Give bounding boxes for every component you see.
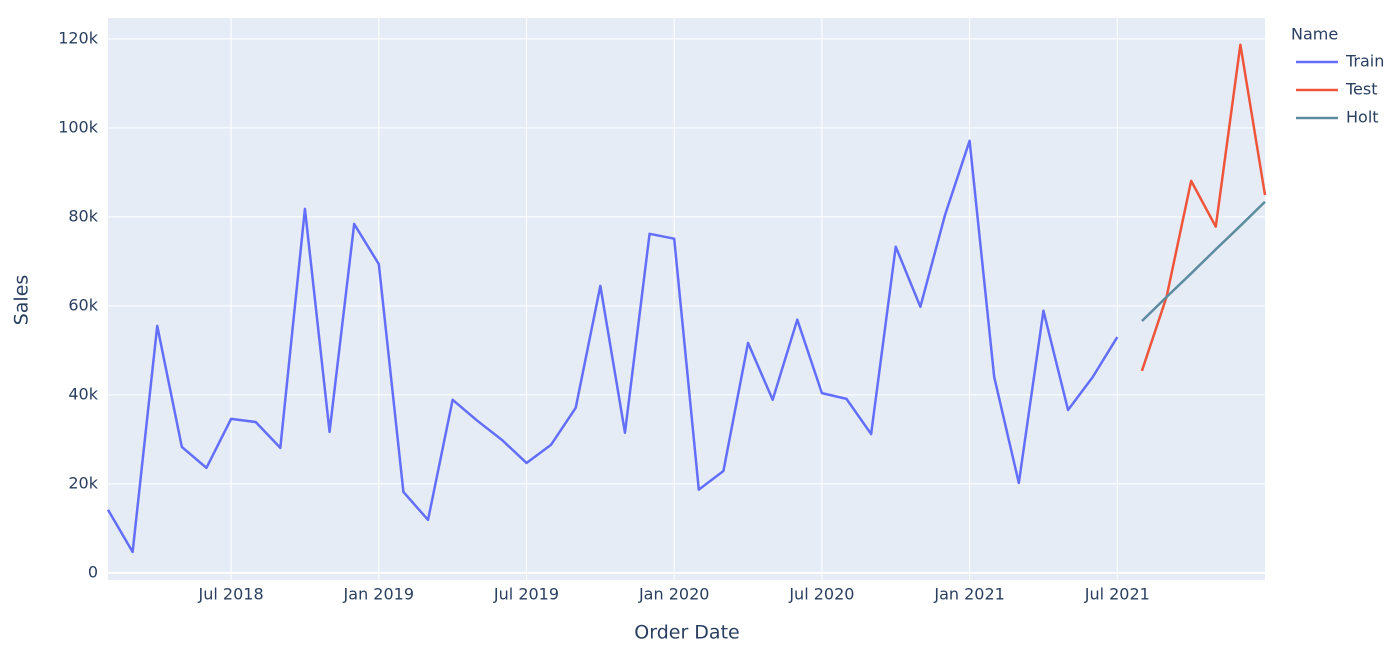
x-tick-label: Jul 2020 xyxy=(788,585,854,604)
series-line xyxy=(106,139,1119,554)
y-tick-label: 100k xyxy=(58,117,99,136)
legend-label: Train xyxy=(1345,52,1384,71)
y-tick-label: 20k xyxy=(68,473,98,492)
series-line xyxy=(1141,200,1266,322)
legend-label: Holt xyxy=(1346,108,1379,127)
plot-area xyxy=(108,18,1265,580)
y-tick-label: 60k xyxy=(68,295,98,314)
x-tick-label: Jul 2021 xyxy=(1084,585,1150,604)
x-tick-label: Jul 2019 xyxy=(493,585,559,604)
y-tick-label: 120k xyxy=(58,28,99,47)
legend-label: Test xyxy=(1345,80,1378,99)
x-tick-label: Jan 2021 xyxy=(933,585,1004,604)
y-tick-label: 40k xyxy=(68,384,98,403)
x-axis-title: Order Date xyxy=(634,622,739,644)
x-tick-label: Jul 2018 xyxy=(198,585,264,604)
y-axis-title: Sales xyxy=(11,275,33,326)
y-tick-label: 0 xyxy=(88,562,98,581)
series-line xyxy=(1140,43,1267,372)
x-tick-label: Jan 2019 xyxy=(343,585,414,604)
y-tick-label: 80k xyxy=(68,206,98,225)
x-tick-label: Jan 2020 xyxy=(638,585,709,604)
legend-title: Name xyxy=(1291,25,1338,44)
